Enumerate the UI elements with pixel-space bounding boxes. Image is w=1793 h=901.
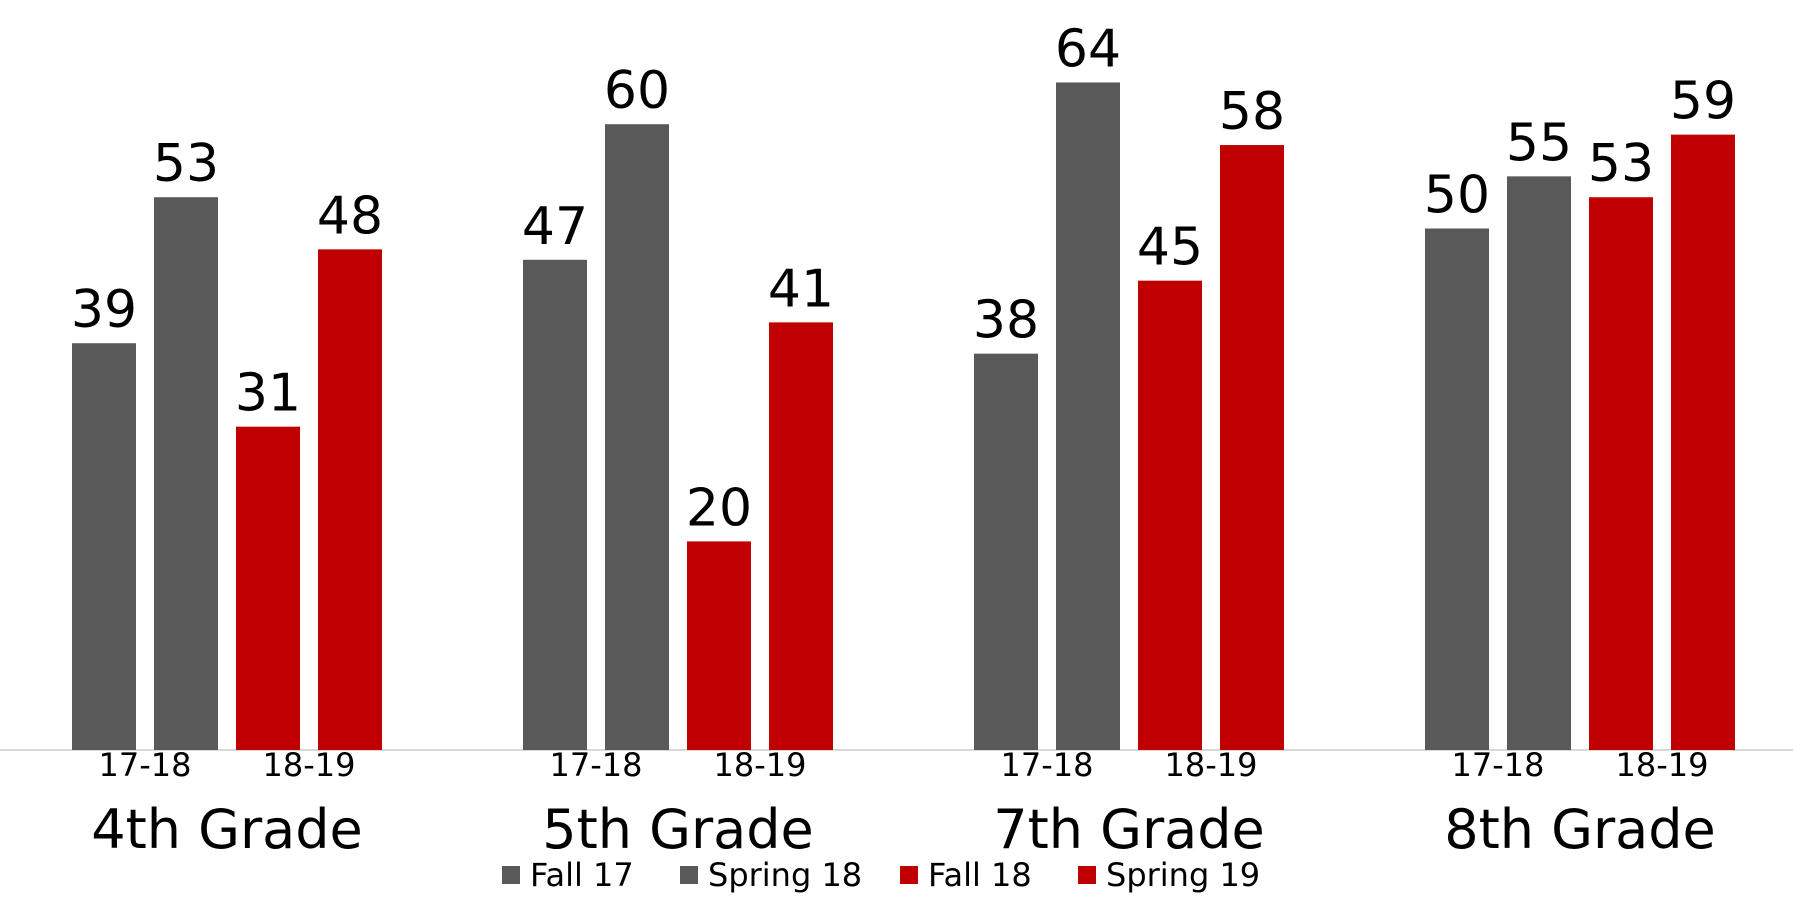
legend-label-fall-17: Fall 17 xyxy=(530,856,634,894)
legend-item-spring-18: Spring 18 xyxy=(680,856,862,894)
group-label-8th-grade: 8th Grade xyxy=(1444,798,1716,861)
group-label-5th-grade: 5th Grade xyxy=(542,798,814,861)
bar-4th-grade-spring-18 xyxy=(154,197,218,750)
legend-label-spring-18: Spring 18 xyxy=(708,856,862,894)
bar-5th-grade-spring-18 xyxy=(605,124,669,750)
bar-4th-grade-fall-18 xyxy=(236,426,300,750)
legend-swatch-spring-18 xyxy=(680,866,698,884)
bar-7th-grade-fall-18 xyxy=(1138,280,1202,750)
legend-item-spring-19: Spring 19 xyxy=(1078,856,1260,894)
legend: Fall 17 Spring 18 Fall 18 Spring 19 xyxy=(502,856,1260,894)
bar-7th-grade-spring-18 xyxy=(1056,82,1120,751)
value-label-8th-grade-spring-19: 59 xyxy=(1670,72,1736,132)
value-label-8th-grade-fall-17: 50 xyxy=(1424,166,1490,226)
subgroup-label-4th-grade-17-18: 17-18 xyxy=(99,746,192,784)
subgroup-label-5th-grade-18-19: 18-19 xyxy=(714,746,807,784)
group-label-4th-grade: 4th Grade xyxy=(91,798,363,861)
bar-4th-grade-spring-19 xyxy=(318,249,382,751)
bars-layer xyxy=(72,82,1735,751)
group-label-7th-grade: 7th Grade xyxy=(993,798,1265,861)
subgroup-label-7th-grade-17-18: 17-18 xyxy=(1001,746,1094,784)
value-label-4th-grade-spring-18: 53 xyxy=(153,134,219,194)
legend-swatch-fall-18 xyxy=(900,866,918,884)
value-label-7th-grade-fall-18: 45 xyxy=(1137,218,1203,278)
bar-5th-grade-spring-19 xyxy=(769,322,833,750)
bar-5th-grade-fall-17 xyxy=(523,259,587,750)
subgroup-label-8th-grade-17-18: 17-18 xyxy=(1452,746,1545,784)
bar-8th-grade-spring-19 xyxy=(1671,134,1735,750)
bar-8th-grade-fall-17 xyxy=(1425,228,1489,750)
legend-swatch-fall-17 xyxy=(502,866,520,884)
bar-7th-grade-spring-19 xyxy=(1220,145,1284,750)
legend-item-fall-18: Fall 18 xyxy=(900,856,1032,894)
subgroup-label-8th-grade-18-19: 18-19 xyxy=(1616,746,1709,784)
value-label-5th-grade-fall-18: 20 xyxy=(686,478,752,538)
subgroup-label-4th-grade-18-19: 18-19 xyxy=(263,746,356,784)
value-label-5th-grade-spring-19: 41 xyxy=(768,259,834,319)
group-labels-layer: 4th Grade 5th Grade 7th Grade 8th Grade xyxy=(91,798,1716,861)
value-label-7th-grade-fall-17: 38 xyxy=(973,291,1039,351)
legend-label-fall-18: Fall 18 xyxy=(928,856,1032,894)
bar-7th-grade-fall-17 xyxy=(974,353,1038,750)
bar-5th-grade-fall-18 xyxy=(687,541,751,750)
value-label-5th-grade-spring-18: 60 xyxy=(604,61,670,121)
value-label-8th-grade-fall-18: 53 xyxy=(1588,134,1654,194)
legend-swatch-spring-19 xyxy=(1078,866,1096,884)
value-label-4th-grade-fall-17: 39 xyxy=(71,280,137,340)
bar-8th-grade-fall-18 xyxy=(1589,197,1653,750)
value-label-4th-grade-fall-18: 31 xyxy=(235,364,301,424)
value-label-5th-grade-fall-17: 47 xyxy=(522,197,588,257)
value-label-7th-grade-spring-19: 58 xyxy=(1219,82,1285,142)
bar-8th-grade-spring-18 xyxy=(1507,176,1571,751)
bar-4th-grade-fall-17 xyxy=(72,343,136,750)
subgroup-label-7th-grade-18-19: 18-19 xyxy=(1165,746,1258,784)
subgroup-labels-layer: 17-18 18-19 17-18 18-19 17-18 18-19 17-18 18-19 xyxy=(99,746,1709,784)
value-label-4th-grade-spring-19: 48 xyxy=(317,186,383,246)
value-label-8th-grade-spring-18: 55 xyxy=(1506,113,1572,173)
value-label-7th-grade-spring-18: 64 xyxy=(1055,19,1121,79)
legend-label-spring-19: Spring 19 xyxy=(1106,856,1260,894)
legend-item-fall-17: Fall 17 xyxy=(502,856,634,894)
value-labels-layer: 39 53 31 48 47 60 20 41 38 64 45 58 50 55 53 59 xyxy=(71,19,1736,538)
subgroup-label-5th-grade-17-18: 17-18 xyxy=(550,746,643,784)
